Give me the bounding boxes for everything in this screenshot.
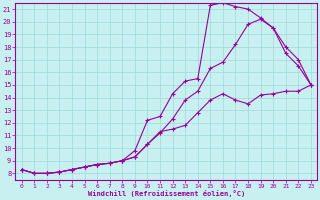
X-axis label: Windchill (Refroidissement éolien,°C): Windchill (Refroidissement éolien,°C) [88, 190, 245, 197]
